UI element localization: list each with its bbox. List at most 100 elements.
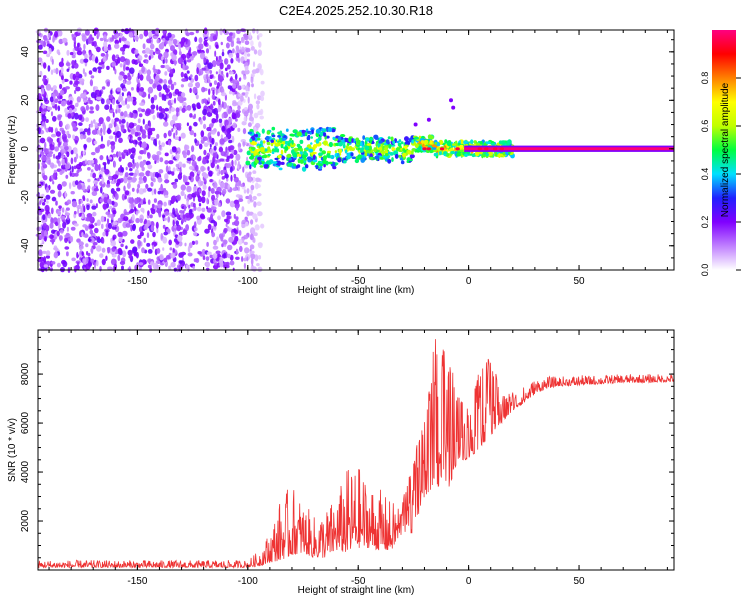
noise-cell bbox=[105, 230, 109, 237]
snr-y-ticks: 2000 4000 6000 8000 bbox=[20, 336, 674, 559]
noise-cell bbox=[49, 96, 54, 103]
noise-cell bbox=[45, 194, 51, 200]
noise-cell bbox=[105, 255, 108, 261]
noise-cell bbox=[99, 155, 104, 161]
signal-cell bbox=[409, 154, 415, 159]
noise-cell bbox=[241, 223, 246, 228]
noise-cell bbox=[225, 211, 232, 216]
noise-cell bbox=[70, 112, 74, 117]
noise-cell bbox=[168, 239, 172, 246]
noise-cell bbox=[198, 43, 204, 50]
noise-cell bbox=[88, 70, 93, 75]
noise-cell bbox=[162, 214, 166, 218]
noise-cell bbox=[42, 40, 47, 48]
noise-cell bbox=[231, 232, 236, 238]
noise-cell bbox=[174, 123, 180, 128]
signal-cell bbox=[400, 141, 404, 145]
noise-cell bbox=[252, 61, 256, 68]
noise-cell bbox=[45, 119, 49, 123]
noise-cell bbox=[236, 52, 240, 59]
noise-cell bbox=[158, 169, 164, 174]
noise-cell bbox=[68, 96, 74, 103]
noise-cell bbox=[110, 89, 113, 95]
noise-cell bbox=[92, 86, 96, 93]
noise-cell bbox=[82, 68, 85, 75]
signal-cell bbox=[246, 150, 251, 156]
colorbar-tick-label: 0.0 bbox=[700, 264, 710, 277]
noise-cell bbox=[198, 155, 202, 161]
noise-cell bbox=[131, 163, 136, 169]
noise-cell bbox=[53, 153, 56, 159]
noise-cell bbox=[86, 198, 89, 202]
noise-cell bbox=[65, 232, 70, 236]
signal-cell bbox=[304, 132, 308, 137]
signal-cell bbox=[366, 143, 372, 146]
noise-cell bbox=[210, 219, 216, 224]
noise-cell bbox=[159, 254, 164, 261]
noise-cell bbox=[188, 165, 194, 170]
noise-cell bbox=[117, 108, 121, 114]
noise-cell bbox=[176, 224, 182, 232]
noise-cell bbox=[123, 185, 126, 192]
noise-cell bbox=[41, 162, 46, 166]
noise-cell bbox=[107, 45, 111, 51]
noise-cell bbox=[114, 39, 120, 45]
noise-cell bbox=[170, 99, 174, 104]
noise-cell bbox=[160, 64, 166, 69]
noise-cell bbox=[126, 152, 129, 157]
noise-cell bbox=[216, 236, 219, 243]
colorbar-ticks: 0.0 0.2 0.4 0.6 0.8 bbox=[700, 72, 741, 277]
signal-cell bbox=[271, 151, 275, 155]
noise-cell bbox=[136, 188, 139, 194]
signal-cell bbox=[280, 143, 284, 149]
signal-cell bbox=[277, 131, 281, 135]
signal-cell bbox=[396, 140, 400, 144]
noise-cell bbox=[68, 107, 73, 113]
noise-cell bbox=[252, 213, 258, 220]
colorbar-label: Normalized spectral amplitude bbox=[720, 82, 731, 217]
noise-cell bbox=[50, 69, 54, 75]
noise-cell bbox=[94, 227, 99, 234]
noise-cell bbox=[200, 130, 205, 138]
noise-cell bbox=[104, 168, 110, 175]
noise-cell bbox=[97, 66, 102, 70]
noise-cell bbox=[260, 90, 265, 97]
noise-cell bbox=[133, 35, 139, 41]
noise-cell bbox=[117, 151, 122, 158]
noise-cell bbox=[114, 193, 119, 200]
noise-cell bbox=[152, 178, 156, 183]
noise-cell bbox=[187, 39, 191, 47]
noise-cell bbox=[83, 128, 89, 133]
noise-cell bbox=[152, 51, 156, 56]
noise-cell bbox=[244, 65, 249, 72]
noise-cell bbox=[158, 140, 161, 146]
noise-cell bbox=[230, 58, 234, 64]
noise-cell bbox=[142, 118, 145, 125]
noise-cell bbox=[147, 86, 154, 94]
noise-cell bbox=[247, 86, 250, 92]
noise-cell bbox=[246, 156, 249, 162]
noise-cell bbox=[168, 92, 173, 99]
noise-cell bbox=[205, 267, 210, 271]
noise-cell bbox=[50, 87, 54, 92]
noise-cell bbox=[82, 134, 87, 139]
noise-cell bbox=[223, 227, 228, 233]
noise-cell bbox=[99, 198, 104, 203]
noise-cell bbox=[200, 165, 205, 172]
noise-cell bbox=[60, 100, 67, 107]
noise-cell bbox=[116, 104, 119, 111]
noise-cell bbox=[232, 83, 237, 89]
colorbar-tick-label: 0.8 bbox=[700, 72, 710, 85]
noise-cell bbox=[175, 107, 180, 113]
signal-cell bbox=[369, 156, 374, 160]
noise-cell bbox=[206, 111, 213, 117]
noise-cell bbox=[47, 213, 52, 219]
signal-cell bbox=[450, 150, 456, 155]
noise-cell bbox=[260, 80, 265, 85]
noise-cell bbox=[94, 158, 98, 165]
noise-cell bbox=[141, 247, 145, 254]
signal-cell bbox=[491, 142, 496, 146]
noise-cell bbox=[125, 58, 130, 66]
noise-cell bbox=[67, 133, 71, 139]
noise-cell bbox=[205, 256, 210, 261]
